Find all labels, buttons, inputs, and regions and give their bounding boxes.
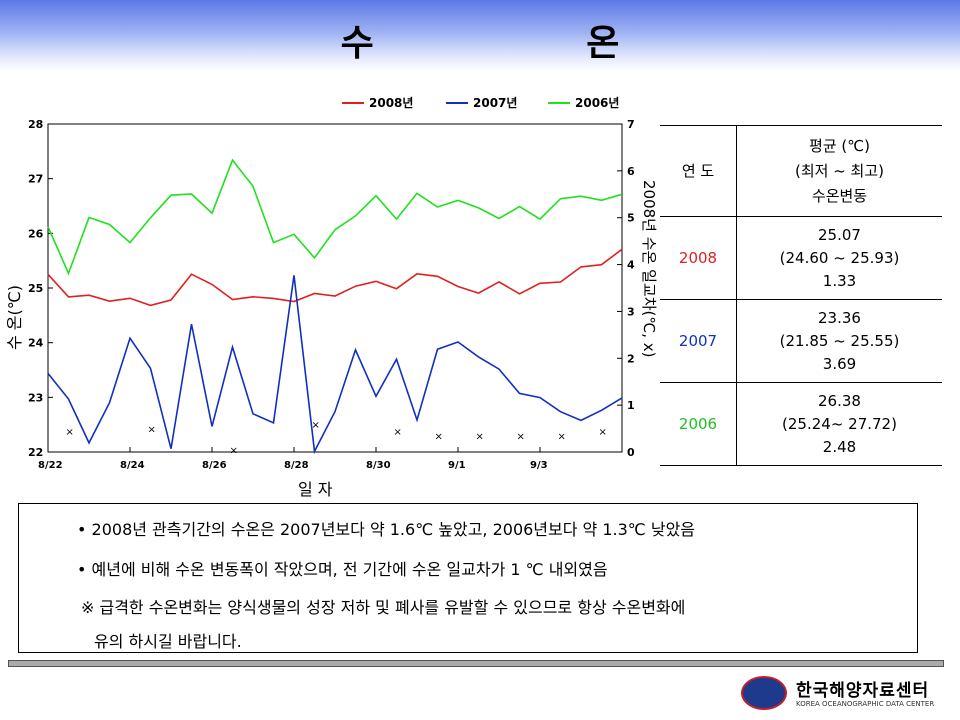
table-header-stats: 평균 (℃) (최저 ~ 최고) 수온변동 <box>736 125 942 217</box>
diurnal-range-marker: × <box>558 432 566 443</box>
variation-value: 2.48 <box>822 437 857 456</box>
range-value: (21.85 ~ 25.55) <box>779 331 900 350</box>
plot-frame <box>47 123 623 453</box>
table-row-2006: 26.38 (25.24~ 27.72) 2.48 <box>736 382 942 466</box>
y2-axis-label: 2008년 수온 일교차(℃, x) <box>640 180 658 357</box>
note-warning-cont: 유의 하시길 바랍니다. <box>94 632 242 651</box>
diurnal-range-marker: × <box>312 420 320 431</box>
y-tick-label: 26 <box>28 227 44 240</box>
x-tick-label: 9/1 <box>448 460 466 471</box>
x-axis-label: 일 자 <box>298 480 333 499</box>
range-value: (24.60 ~ 25.93) <box>779 248 900 267</box>
y-tick-label: 28 <box>28 118 43 131</box>
y2-tick-label: 7 <box>627 118 635 131</box>
legend-label: 2006년 <box>575 96 619 110</box>
logo-subtitle: KOREA OCEANOGRAPHIC DATA CENTER <box>796 700 935 708</box>
diurnal-range-marker: × <box>230 446 238 457</box>
table-row-2007: 23.36 (21.85 ~ 25.55) 3.69 <box>736 299 942 383</box>
y-tick-label: 25 <box>28 282 43 295</box>
mean-value: 23.36 <box>818 308 861 327</box>
kodc-logo: 한국해양자료센터 KOREA OCEANOGRAPHIC DATA CENTER <box>738 674 948 714</box>
table-row-2008: 25.07 (24.60 ~ 25.93) 1.33 <box>736 216 942 300</box>
x-tick-label: 8/30 <box>366 460 391 471</box>
kodc-emblem-icon <box>741 676 787 710</box>
diurnal-range-marker: × <box>476 432 484 443</box>
logo-name: 한국해양자료센터 <box>796 681 930 701</box>
legend-label: 2007년 <box>473 96 517 110</box>
x-tick-label: 8/26 <box>202 460 227 471</box>
x-tick-label: 8/28 <box>284 460 309 471</box>
footer-divider <box>8 660 944 667</box>
header-variation: 수온변동 <box>811 186 868 205</box>
series-line <box>47 275 623 455</box>
y-tick-label: 27 <box>28 173 43 186</box>
diurnal-range-marker: × <box>394 427 402 438</box>
mean-value: 26.38 <box>818 391 861 410</box>
diurnal-range-marker: × <box>148 425 156 436</box>
y2-tick-label: 2 <box>627 352 635 365</box>
summary-table: 연 도 평균 (℃) (최저 ~ 최고) 수온변동 2008 25.07 (24… <box>660 125 942 466</box>
y2-tick-label: 3 <box>627 305 635 318</box>
y2-tick-label: 1 <box>627 399 635 412</box>
range-value: (25.24~ 27.72) <box>782 414 897 433</box>
diurnal-range-marker: × <box>66 427 74 438</box>
y-axis-label: 수 온(℃) <box>5 285 24 350</box>
note-2: • 예년에 비해 수온 변동폭이 작았으며, 전 기간에 수온 일교차가 1 ℃… <box>77 560 608 579</box>
y2-tick-label: 5 <box>627 212 635 225</box>
note-warning: ※ 급격한 수온변화는 양식생물의 성장 저하 및 폐사를 유발할 수 있으므로… <box>81 598 686 617</box>
x-tick-label: 8/24 <box>120 460 145 471</box>
table-year-2006: 2006 <box>660 382 737 466</box>
diurnal-range-marker: × <box>599 427 607 438</box>
x-tick-label: 8/22 <box>38 460 63 471</box>
y2-tick-label: 0 <box>627 446 635 459</box>
header-banner <box>0 0 960 72</box>
notes-box: • 2008년 관측기간의 수온은 2007년보다 약 1.6℃ 높았고, 20… <box>18 503 918 653</box>
y-tick-label: 22 <box>28 446 43 459</box>
y-tick-label: 23 <box>28 391 43 404</box>
table-year-2007: 2007 <box>660 299 737 383</box>
y2-tick-label: 6 <box>627 165 635 178</box>
diurnal-range-marker: × <box>435 432 443 443</box>
page-title: 수 온 <box>340 23 720 64</box>
note-1: • 2008년 관측기간의 수온은 2007년보다 약 1.6℃ 높았고, 20… <box>77 520 696 539</box>
y2-tick-label: 4 <box>627 259 635 272</box>
header-mean: 평균 (℃) <box>809 136 870 155</box>
x-tick-label: 9/3 <box>530 460 548 471</box>
legend-label: 2008년 <box>369 96 413 110</box>
table-header-year: 연 도 <box>660 125 737 217</box>
variation-value: 1.33 <box>822 271 857 290</box>
diurnal-range-marker: × <box>517 432 525 443</box>
mean-value: 25.07 <box>818 225 861 244</box>
y-tick-label: 24 <box>28 337 44 350</box>
series-line <box>47 158 623 276</box>
variation-value: 3.69 <box>822 354 857 373</box>
series-line <box>47 248 623 307</box>
table-year-2008: 2008 <box>660 216 737 300</box>
header-range: (최저 ~ 최고) <box>794 161 884 180</box>
